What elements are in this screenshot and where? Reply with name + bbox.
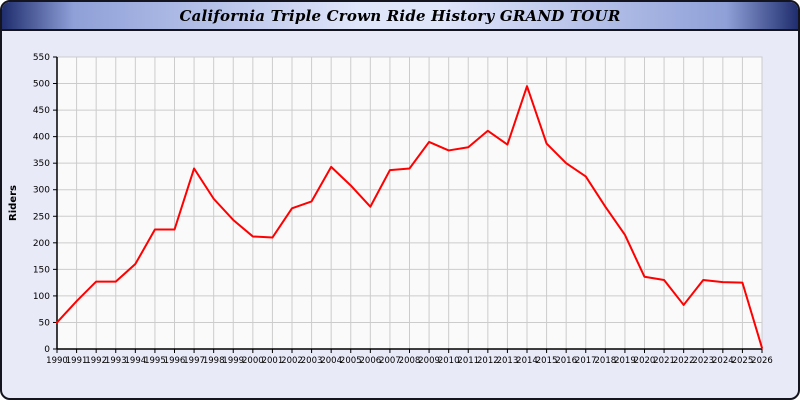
svg-text:1993: 1993 — [105, 356, 127, 366]
svg-text:350: 350 — [33, 159, 50, 169]
chart-area: 1990 1991 1992 1993 1994 1995 1996 1997 1998 1999… — [2, 31, 798, 398]
svg-text:2017: 2017 — [575, 356, 597, 366]
svg-text:1999: 1999 — [222, 356, 244, 366]
svg-text:2000: 2000 — [242, 356, 264, 366]
chart-title: California Triple Crown Ride History GRA… — [179, 6, 621, 25]
svg-text:400: 400 — [33, 133, 50, 143]
svg-text:2008: 2008 — [399, 356, 421, 366]
svg-text:0: 0 — [44, 345, 50, 355]
svg-text:2011: 2011 — [457, 356, 479, 366]
svg-text:Riders: Riders — [8, 185, 19, 221]
svg-text:2003: 2003 — [301, 356, 323, 366]
svg-text:300: 300 — [33, 186, 50, 196]
svg-text:450: 450 — [33, 106, 50, 116]
svg-text:2024: 2024 — [712, 356, 734, 366]
svg-text:1998: 1998 — [203, 356, 225, 366]
svg-text:2004: 2004 — [320, 356, 342, 366]
svg-text:2012: 2012 — [477, 356, 499, 366]
svg-text:2023: 2023 — [692, 356, 714, 366]
chart-title-bar: California Triple Crown Ride History GRA… — [2, 2, 798, 31]
svg-text:1994: 1994 — [125, 356, 147, 366]
svg-text:2006: 2006 — [360, 356, 382, 366]
svg-text:500: 500 — [33, 80, 50, 90]
riders-line-chart: 1990199119921993199419951996199719981999… — [8, 53, 773, 366]
svg-text:2019: 2019 — [614, 356, 636, 366]
svg-text:2001: 2001 — [262, 356, 284, 366]
svg-text:2007: 2007 — [379, 356, 401, 366]
svg-text:1996: 1996 — [164, 356, 186, 366]
svg-text:100: 100 — [33, 292, 50, 302]
svg-text:200: 200 — [33, 239, 50, 249]
svg-text:2022: 2022 — [673, 356, 695, 366]
svg-text:2005: 2005 — [340, 356, 362, 366]
svg-text:2002: 2002 — [281, 356, 303, 366]
svg-text:2010: 2010 — [438, 356, 460, 366]
svg-text:2016: 2016 — [555, 356, 577, 366]
svg-text:2025: 2025 — [732, 356, 754, 366]
svg-text:50: 50 — [39, 318, 51, 328]
svg-text:1995: 1995 — [144, 356, 166, 366]
svg-text:1990: 1990 — [46, 356, 68, 366]
svg-text:250: 250 — [33, 212, 50, 222]
svg-text:2018: 2018 — [595, 356, 617, 366]
svg-text:2021: 2021 — [653, 356, 675, 366]
svg-text:2020: 2020 — [634, 356, 656, 366]
svg-text:1997: 1997 — [183, 356, 205, 366]
svg-text:2026: 2026 — [751, 356, 773, 366]
svg-text:2014: 2014 — [516, 356, 538, 366]
svg-text:150: 150 — [33, 265, 50, 275]
svg-text:1991: 1991 — [66, 356, 88, 366]
svg-text:1992: 1992 — [85, 356, 107, 366]
svg-text:2009: 2009 — [418, 356, 440, 366]
svg-text:2013: 2013 — [497, 356, 519, 366]
svg-text:2015: 2015 — [536, 356, 558, 366]
svg-text:550: 550 — [33, 53, 50, 63]
